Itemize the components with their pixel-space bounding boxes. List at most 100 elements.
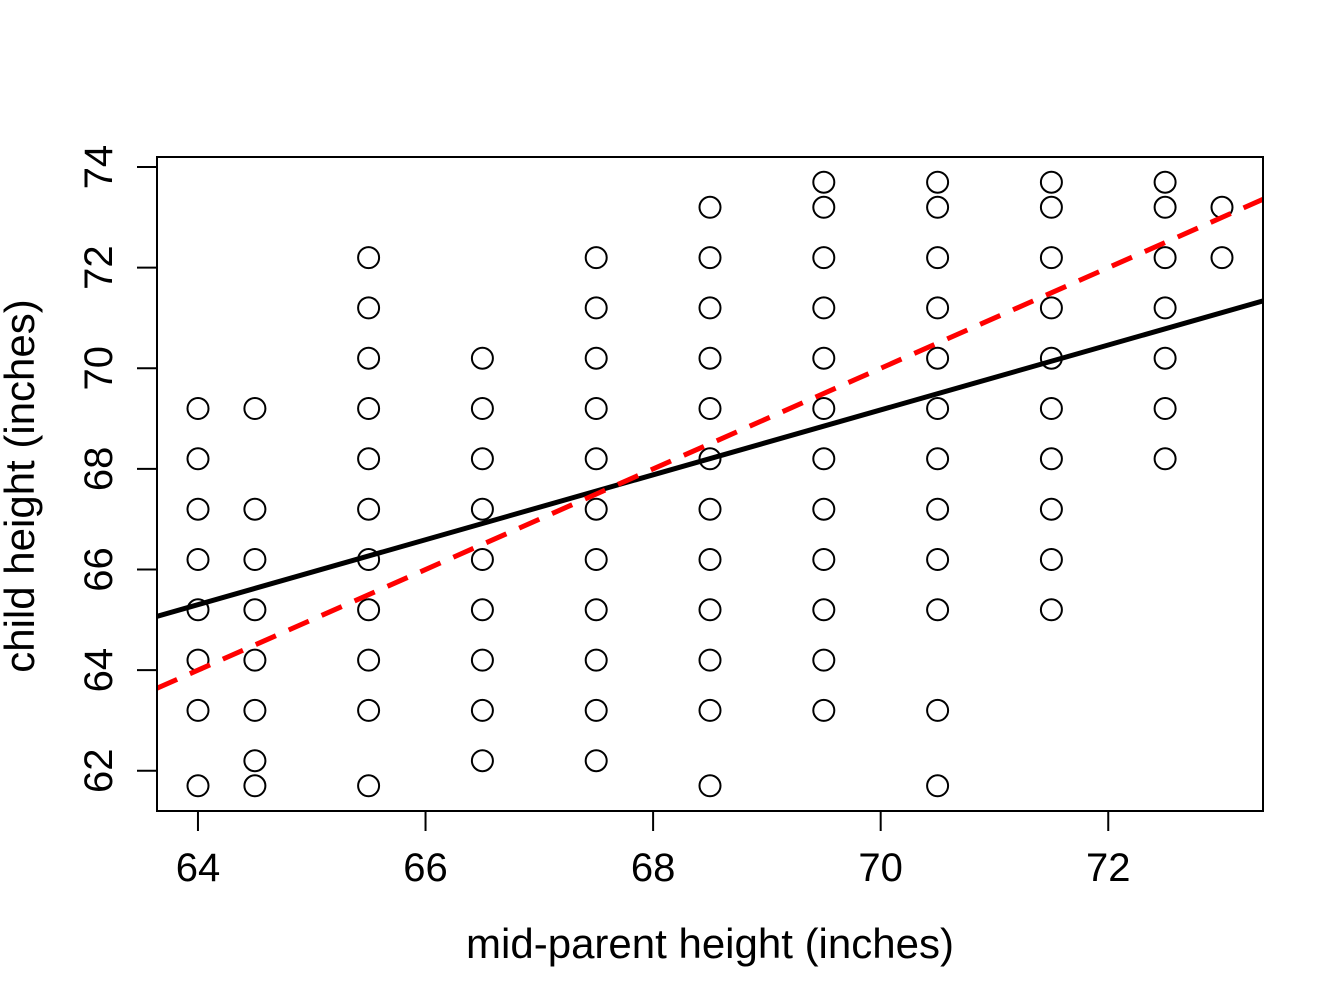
- y-tick-label-2: 66: [77, 547, 121, 592]
- y-tick-label-3: 68: [77, 447, 121, 492]
- data-point-89: [1039, 447, 1063, 471]
- data-point-24: [357, 648, 381, 672]
- data-point-28: [470, 397, 494, 420]
- data-point-57: [698, 698, 722, 722]
- data-point-75: [926, 346, 950, 370]
- data-point-71: [926, 170, 950, 194]
- data-point-19: [357, 397, 381, 420]
- data-point-91: [1039, 548, 1063, 571]
- data-point-62: [812, 296, 836, 320]
- data-point-45: [584, 698, 608, 722]
- data-point-8: [243, 397, 267, 420]
- data-point-32: [470, 598, 494, 622]
- data-point-15: [243, 774, 267, 798]
- data-point-79: [926, 548, 950, 571]
- y-tick-label-5: 72: [77, 245, 121, 290]
- x-tick-label-1: 66: [403, 846, 448, 890]
- data-point-68: [812, 598, 836, 622]
- data-point-9: [243, 497, 267, 521]
- data-point-26: [357, 774, 381, 798]
- data-point-46: [584, 749, 608, 773]
- data-point-16: [357, 246, 381, 270]
- data-point-81: [926, 698, 950, 722]
- data-point-12: [243, 648, 267, 672]
- data-point-98: [1153, 397, 1177, 420]
- data-point-49: [698, 296, 722, 320]
- y-axis-title: child height (inches): [0, 299, 43, 673]
- data-point-51: [698, 397, 722, 420]
- data-point-61: [812, 246, 836, 270]
- data-point-36: [584, 246, 608, 270]
- data-point-10: [243, 548, 267, 571]
- data-point-97: [1153, 346, 1177, 370]
- data-point-99: [1153, 447, 1177, 471]
- data-point-29: [470, 447, 494, 471]
- data-point-34: [470, 698, 494, 722]
- data-point-50: [698, 346, 722, 370]
- y-tick-label-1: 64: [77, 648, 121, 693]
- data-point-73: [926, 246, 950, 270]
- y-tick-label-0: 62: [77, 749, 121, 794]
- x-tick-label-3: 70: [858, 846, 903, 890]
- data-point-6: [186, 698, 210, 722]
- plot-frame: [156, 156, 1264, 812]
- data-point-83: [1039, 170, 1063, 194]
- data-point-96: [1153, 296, 1177, 320]
- data-point-17: [357, 296, 381, 320]
- data-point-2: [186, 497, 210, 521]
- data-point-76: [926, 397, 950, 420]
- x-axis: 64 66 68 70 72: [176, 810, 1131, 890]
- x-axis-title: mid-parent height (inches): [466, 920, 954, 967]
- data-point-84: [1039, 195, 1063, 219]
- data-point-14: [243, 749, 267, 773]
- data-point-72: [926, 195, 950, 219]
- data-point-35: [470, 749, 494, 773]
- data-point-58: [698, 774, 722, 798]
- dashed-line-1: [157, 196, 1263, 691]
- data-point-54: [698, 548, 722, 571]
- data-point-78: [926, 497, 950, 521]
- x-tick-label-0: 64: [176, 846, 221, 890]
- data-point-95: [1153, 246, 1177, 270]
- data-point-42: [584, 548, 608, 571]
- data-point-66: [812, 497, 836, 521]
- data-point-64: [812, 397, 836, 420]
- data-point-85: [1039, 246, 1063, 270]
- x-tick-label-2: 68: [631, 846, 676, 890]
- data-point-94: [1153, 195, 1177, 219]
- data-point-27: [470, 346, 494, 370]
- data-point-31: [470, 548, 494, 571]
- data-point-30: [470, 497, 494, 521]
- data-point-1: [186, 447, 210, 471]
- data-point-69: [812, 648, 836, 672]
- data-point-59: [812, 170, 836, 194]
- data-point-86: [1039, 296, 1063, 320]
- data-point-40: [584, 447, 608, 471]
- data-point-70: [812, 698, 836, 722]
- data-point-90: [1039, 497, 1063, 521]
- data-point-20: [357, 447, 381, 471]
- y-tick-label-4: 70: [77, 346, 121, 391]
- data-points: [186, 170, 1234, 798]
- data-point-41: [584, 497, 608, 521]
- data-point-39: [584, 397, 608, 420]
- data-point-47: [698, 195, 722, 219]
- data-point-23: [357, 598, 381, 622]
- data-point-43: [584, 598, 608, 622]
- data-point-82: [926, 774, 950, 798]
- data-point-48: [698, 246, 722, 270]
- data-point-53: [698, 497, 722, 521]
- data-point-101: [1210, 246, 1234, 270]
- data-point-88: [1039, 397, 1063, 420]
- data-point-0: [186, 397, 210, 420]
- data-point-18: [357, 346, 381, 370]
- data-point-55: [698, 598, 722, 622]
- data-point-37: [584, 296, 608, 320]
- data-point-7: [186, 774, 210, 798]
- data-point-13: [243, 698, 267, 722]
- data-point-60: [812, 195, 836, 219]
- data-point-3: [186, 548, 210, 571]
- data-point-33: [470, 648, 494, 672]
- data-point-77: [926, 447, 950, 471]
